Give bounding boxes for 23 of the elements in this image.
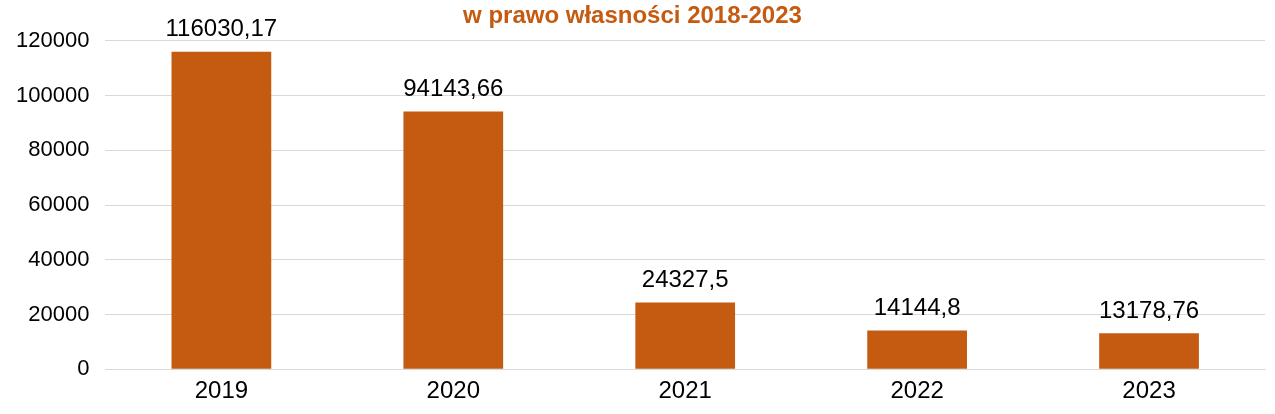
x-tick-label: 2023 [1122, 376, 1176, 404]
y-tick-label: 60000 [28, 191, 90, 217]
bar [867, 330, 967, 369]
y-tick-label: 20000 [28, 300, 90, 326]
data-label: 116030,17 [165, 14, 278, 42]
x-tick-label: 2021 [658, 376, 712, 404]
y-tick-label: 100000 [15, 81, 90, 107]
x-tick-label: 2019 [194, 376, 249, 404]
data-label: 24327,5 [641, 265, 729, 293]
bar [1099, 333, 1199, 369]
data-label: 13178,76 [1098, 295, 1200, 323]
chart-title: w prawo własności 2018-2023 [462, 1, 802, 29]
data-label: 14144,8 [873, 293, 961, 321]
y-tick-label: 120000 [15, 26, 90, 52]
bar [403, 111, 504, 369]
bar [635, 302, 736, 369]
y-tick-label: 80000 [28, 136, 90, 162]
bar [171, 51, 272, 369]
x-tick-label: 2022 [890, 376, 944, 404]
x-tick-label: 2020 [426, 376, 480, 404]
y-tick-label: 0 [77, 355, 90, 381]
y-tick-label: 40000 [28, 245, 90, 271]
data-label: 94143,66 [403, 74, 504, 102]
